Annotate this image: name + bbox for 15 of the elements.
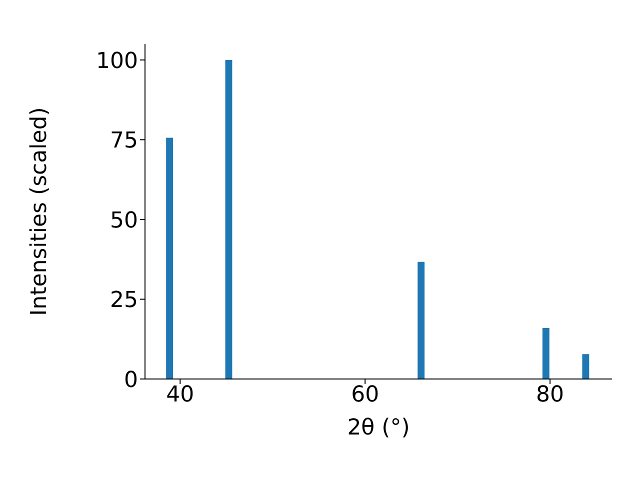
y-tick-label: 75 [110, 128, 138, 154]
x-tick-label: 40 [166, 382, 194, 408]
y-axis-title: Intensities (scaled) [26, 107, 52, 316]
bar [542, 328, 550, 379]
x-tick-label: 80 [536, 382, 564, 408]
bar [225, 60, 232, 379]
y-tick-label: 0 [124, 368, 138, 393]
bar [582, 354, 590, 379]
x-tick-label: 60 [351, 382, 380, 408]
x-axis-title: 2θ (°) [347, 416, 410, 441]
y-tick-label: 50 [110, 208, 138, 234]
y-tick-label: 100 [96, 48, 138, 74]
y-tick-label: 25 [110, 288, 138, 314]
bar [166, 138, 174, 379]
bar [418, 262, 425, 379]
